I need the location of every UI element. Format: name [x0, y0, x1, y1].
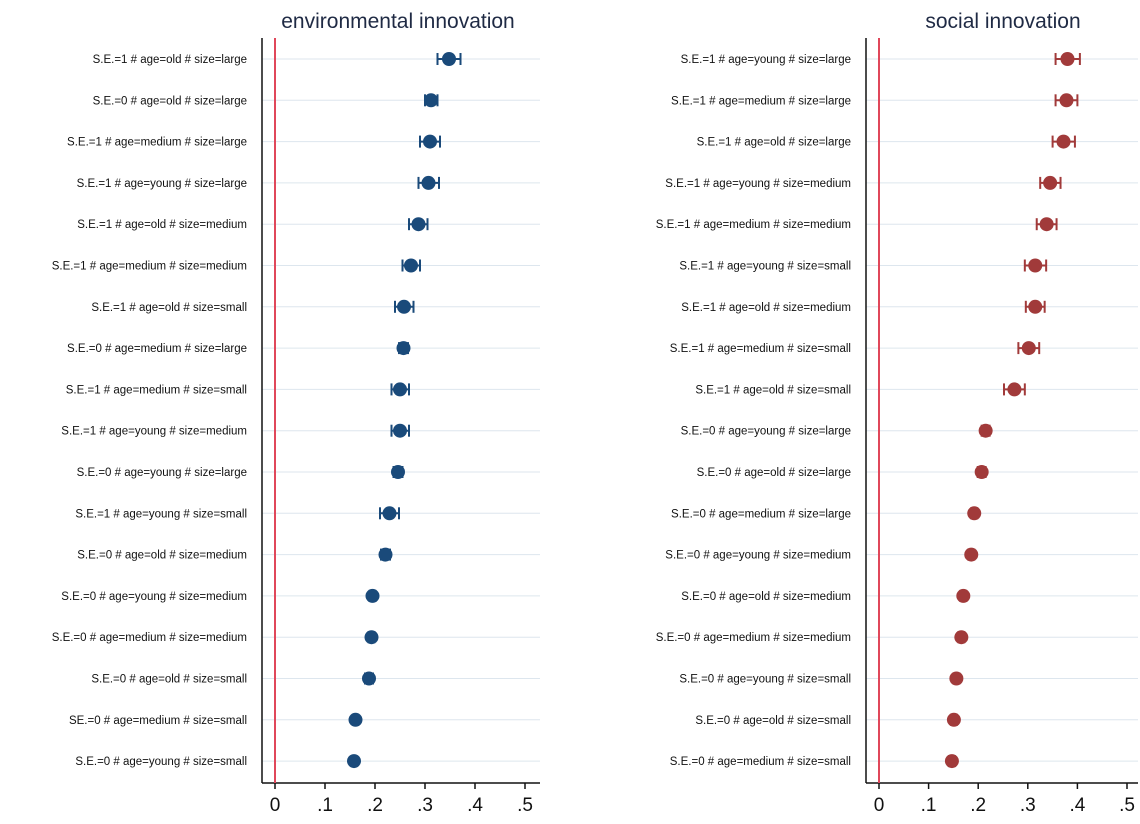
social-innovation-panel: social innovation S.E.=1 # age=young # s… — [656, 10, 1138, 816]
category-label: S.E.=0 # age=young # size=large — [681, 426, 851, 438]
category-label: S.E.=1 # age=old # size=large — [697, 137, 851, 149]
point-estimate — [1060, 52, 1075, 66]
point-estimate — [347, 754, 361, 769]
category-label: S.E.=1 # age=medium # size=large — [671, 95, 851, 107]
point-estimate — [1059, 93, 1074, 108]
category-label: S.E.=1 # age=medium # size=small — [670, 343, 851, 355]
point-estimate — [978, 423, 993, 438]
point-estimate — [421, 175, 436, 190]
category-label: S.E.=0 # age=young # size=small — [75, 756, 247, 768]
category-label: S.E.=0 # age=old # size=medium — [681, 591, 851, 603]
category-label: S.E.=0 # age=old # size=small — [91, 674, 247, 686]
category-label: S.E.=1 # age=medium # size=small — [66, 384, 247, 396]
point-estimate — [442, 52, 456, 66]
point-estimate — [974, 465, 989, 479]
category-label: S.E.=0 # age=young # size=large — [77, 467, 247, 479]
category-label: S.E.=0 # age=medium # size=large — [67, 343, 247, 355]
category-label: S.E.=1 # age=old # size=medium — [77, 219, 247, 231]
point-estimate — [967, 506, 982, 521]
point-estimate — [424, 93, 438, 108]
category-label: S.E.=1 # age=old # size=medium — [681, 302, 851, 314]
category-label: S.E.=1 # age=young # size=large — [77, 178, 247, 190]
point-estimate — [393, 423, 407, 438]
x-tick-label: .4 — [1069, 795, 1085, 816]
category-label: S.E.=0 # age=medium # size=small — [670, 756, 851, 768]
point-estimate — [1039, 217, 1054, 232]
x-tick-label: 0 — [270, 795, 281, 816]
category-label: S.E.=0 # age=medium # size=medium — [656, 632, 851, 644]
category-label: S.E.=0 # age=medium # size=large — [671, 508, 851, 520]
point-estimate — [396, 341, 411, 356]
point-estimate — [1056, 134, 1071, 149]
category-label: S.E.=0 # age=old # size=small — [695, 715, 851, 727]
category-label: S.E.=0 # age=young # size=medium — [61, 591, 247, 603]
x-tick-label: .5 — [517, 795, 533, 816]
category-label: SE.=0 # age=medium # size=small — [69, 715, 247, 727]
category-label: S.E.=1 # age=young # size=small — [75, 508, 247, 520]
category-label: S.E.=0 # age=old # size=large — [697, 467, 851, 479]
x-tick-label: .3 — [1020, 795, 1036, 816]
point-estimate — [949, 671, 964, 686]
point-estimate — [382, 506, 397, 521]
x-tick-label: .2 — [970, 795, 986, 816]
point-estimate — [946, 712, 961, 727]
panel-title: environmental innovation — [281, 10, 514, 33]
x-tick-label: .5 — [1119, 795, 1135, 816]
x-tick-label: .4 — [467, 795, 483, 816]
point-estimate — [365, 588, 380, 603]
category-label: S.E.=1 # age=young # size=large — [681, 54, 851, 66]
point-estimate — [411, 217, 426, 232]
category-label: S.E.=0 # age=old # size=medium — [77, 550, 247, 562]
category-label: S.E.=1 # age=old # size=large — [93, 54, 247, 66]
environmental-innovation-panel: environmental innovation S.E.=1 # age=ol… — [52, 10, 540, 816]
category-label: S.E.=1 # age=young # size=small — [679, 261, 851, 273]
category-label: S.E.=0 # age=medium # size=medium — [52, 632, 247, 644]
point-estimate — [362, 671, 376, 686]
point-estimate — [1021, 341, 1036, 356]
x-tick-label: 0 — [874, 795, 885, 816]
category-label: S.E.=1 # age=medium # size=medium — [52, 261, 247, 273]
panel-title: social innovation — [925, 10, 1080, 33]
category-label: S.E.=0 # age=young # size=medium — [665, 550, 851, 562]
point-estimate — [1028, 258, 1043, 273]
point-estimate — [364, 630, 379, 645]
category-label: S.E.=0 # age=old # size=large — [93, 95, 247, 107]
category-label: S.E.=1 # age=medium # size=large — [67, 137, 247, 149]
point-estimate — [1043, 175, 1058, 190]
point-estimate — [378, 547, 393, 562]
point-estimate — [423, 134, 437, 149]
point-estimate — [393, 382, 407, 397]
x-tick-label: .1 — [317, 795, 333, 816]
category-label: S.E.=1 # age=young # size=medium — [61, 426, 247, 438]
category-label: S.E.=1 # age=old # size=small — [91, 302, 247, 314]
category-label: S.E.=1 # age=young # size=medium — [665, 178, 851, 190]
x-tick-label: .2 — [367, 795, 383, 816]
category-label: S.E.=1 # age=medium # size=medium — [656, 219, 851, 231]
category-label: S.E.=1 # age=old # size=small — [695, 384, 851, 396]
point-estimate — [404, 258, 418, 273]
point-estimate — [391, 465, 405, 479]
x-tick-label: .1 — [921, 795, 937, 816]
point-estimate — [1007, 382, 1022, 397]
x-tick-label: .3 — [417, 795, 433, 816]
point-estimate — [348, 712, 363, 727]
point-estimate — [956, 588, 971, 603]
point-estimate — [944, 754, 959, 769]
point-estimate — [1028, 299, 1043, 314]
point-estimate — [954, 630, 969, 645]
category-label: S.E.=0 # age=young # size=small — [679, 674, 851, 686]
point-estimate — [397, 299, 411, 314]
point-estimate — [964, 547, 979, 562]
